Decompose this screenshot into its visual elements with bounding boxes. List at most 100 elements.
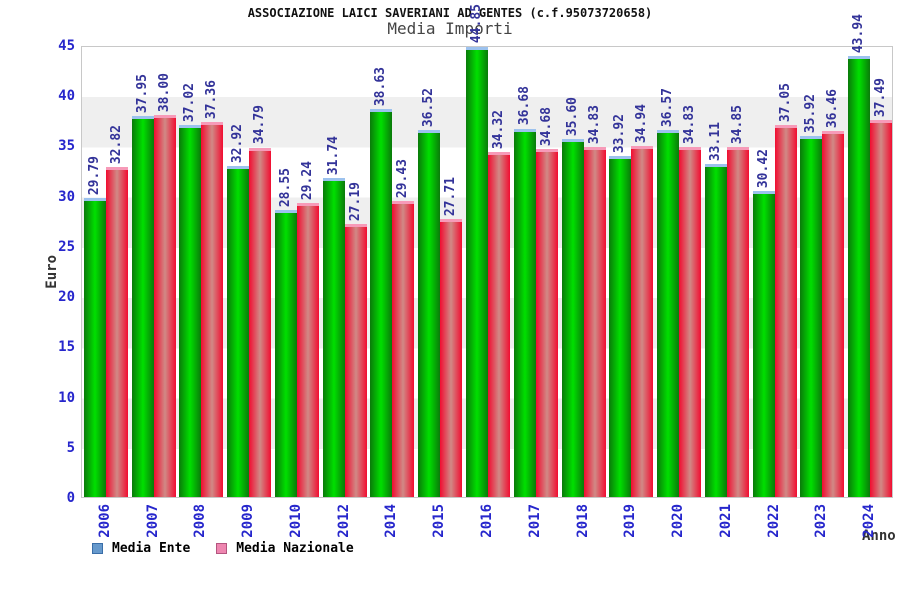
x-tick-label-2024: 2024 bbox=[861, 504, 878, 538]
bar-value-label: 27.19 bbox=[347, 181, 363, 221]
x-tick-label-2023: 2023 bbox=[813, 504, 830, 538]
bar-media-nazionale-2022 bbox=[774, 124, 797, 497]
bar-media-ente-2015 bbox=[418, 130, 441, 497]
bar-media-ente-2012 bbox=[322, 178, 345, 497]
x-tick-label-2006: 2006 bbox=[96, 504, 113, 538]
y-tick-label: 15 bbox=[58, 339, 75, 356]
bar-media-ente-2008 bbox=[179, 125, 202, 497]
x-tick-label-2009: 2009 bbox=[240, 504, 257, 538]
legend-label-media-ente: Media Ente bbox=[112, 541, 191, 556]
bar-media-nazionale-2017 bbox=[535, 148, 558, 497]
bar-media-nazionale-2016 bbox=[488, 152, 510, 497]
bar-value-label: 35.92 bbox=[803, 94, 819, 134]
bar-media-nazionale-2024 bbox=[870, 120, 893, 497]
chart-title: ASSOCIAZIONE LAICI SAVERIANI AD GENTES (… bbox=[247, 6, 653, 20]
legend: Media Ente Media Nazionale bbox=[92, 541, 372, 556]
bar-value-label: 32.92 bbox=[230, 124, 246, 164]
media-nazionale-swatch-icon bbox=[216, 543, 228, 554]
x-tick-label-2021: 2021 bbox=[717, 504, 734, 538]
bar-value-label: 32.82 bbox=[108, 125, 124, 165]
bar-media-ente-2006 bbox=[83, 197, 106, 497]
bar-value-label: 38.63 bbox=[373, 66, 389, 106]
x-tick-label-2020: 2020 bbox=[670, 504, 687, 538]
x-axis-title: Anno bbox=[862, 528, 896, 544]
bar-value-label: 34.83 bbox=[682, 105, 698, 145]
y-tick-label: 0 bbox=[66, 490, 75, 506]
bar-value-label: 44.85 bbox=[469, 4, 484, 44]
bar-value-label: 37.49 bbox=[873, 78, 889, 118]
x-tick-label-2008: 2008 bbox=[192, 504, 209, 538]
bar-value-label: 36.46 bbox=[825, 88, 841, 128]
bar-media-nazionale-2020 bbox=[679, 147, 702, 497]
bar-media-ente-2017 bbox=[513, 128, 536, 497]
bar-media-nazionale-2012 bbox=[344, 223, 367, 497]
x-tick-label-2015: 2015 bbox=[431, 504, 448, 538]
bar-media-ente-2021 bbox=[704, 164, 727, 497]
bar-value-label: 36.57 bbox=[660, 87, 676, 127]
bar-value-label: 35.60 bbox=[564, 97, 580, 137]
bar-media-ente-2019 bbox=[609, 156, 632, 497]
x-tick-label-2014: 2014 bbox=[383, 504, 400, 538]
bar-media-ente-2009 bbox=[227, 166, 250, 497]
bar-media-nazionale-2023 bbox=[822, 130, 845, 497]
bar-value-label: 30.42 bbox=[755, 149, 771, 189]
bar-value-label: 37.36 bbox=[204, 79, 220, 119]
bar-value-label: 38.00 bbox=[156, 73, 172, 113]
bar-value-label: 31.74 bbox=[325, 136, 341, 176]
chart-subtitle: Media Importi bbox=[387, 19, 513, 38]
bar-media-ente-2020 bbox=[657, 129, 680, 497]
bar-value-label: 34.79 bbox=[252, 105, 268, 145]
bar-value-label: 37.02 bbox=[182, 83, 198, 123]
bar-media-nazionale-2014 bbox=[392, 201, 415, 497]
bar-media-nazionale-2006 bbox=[105, 167, 128, 497]
bar-value-label: 27.71 bbox=[443, 176, 459, 216]
legend-item-media-nazionale: Media Nazionale bbox=[216, 541, 354, 556]
bar-value-label: 29.79 bbox=[86, 155, 102, 195]
y-tick-label: 5 bbox=[66, 439, 75, 456]
y-tick-label: 45 bbox=[58, 38, 75, 54]
x-tick-label-2010: 2010 bbox=[287, 504, 304, 538]
y-tick-label: 30 bbox=[58, 188, 75, 205]
y-tick-label: 40 bbox=[58, 88, 75, 105]
bar-media-ente-2024 bbox=[848, 55, 871, 497]
bar-media-ente-2014 bbox=[370, 108, 393, 497]
y-axis-title: Euro bbox=[44, 255, 60, 289]
x-tick-label-2007: 2007 bbox=[144, 504, 161, 538]
bar-media-ente-2007 bbox=[131, 115, 154, 497]
y-tick-label: 20 bbox=[58, 289, 75, 306]
bar-value-label: 34.32 bbox=[491, 110, 506, 150]
bar-value-label: 34.94 bbox=[634, 103, 650, 144]
bar-media-nazionale-2018 bbox=[583, 147, 606, 497]
bar-value-label: 36.52 bbox=[421, 88, 437, 128]
bar-media-nazionale-2008 bbox=[201, 121, 224, 497]
y-tick-label: 25 bbox=[58, 238, 75, 255]
plot-area: 29.79 32.82 37.95 38.00 37.02 37.36 32.92 34.79… bbox=[81, 4, 893, 498]
x-tick-label-2022: 2022 bbox=[765, 504, 782, 538]
bar-media-ente-2010 bbox=[274, 210, 297, 497]
bar-media-nazionale-2019 bbox=[631, 146, 654, 497]
x-tick-label-2017: 2017 bbox=[526, 504, 543, 538]
x-tick-label-2016: 2016 bbox=[479, 504, 495, 538]
bar-value-label: 36.68 bbox=[516, 86, 532, 126]
bar-value-label: 34.85 bbox=[729, 104, 745, 144]
bar-value-label: 34.68 bbox=[538, 106, 554, 146]
bar-value-label: 28.55 bbox=[277, 168, 293, 208]
y-tick-label: 35 bbox=[58, 138, 75, 155]
media-ente-swatch-icon bbox=[92, 543, 103, 554]
bar-media-nazionale-2007 bbox=[153, 115, 176, 497]
bar-media-ente-2016 bbox=[466, 46, 488, 497]
bar-value-label: 29.24 bbox=[299, 161, 315, 201]
bar-value-label: 33.92 bbox=[612, 114, 628, 154]
bar-value-label: 33.11 bbox=[707, 122, 723, 162]
y-tick-label: 10 bbox=[58, 389, 75, 406]
bar-media-nazionale-2009 bbox=[249, 147, 272, 497]
bar-value-label: 43.94 bbox=[851, 13, 867, 53]
bar-media-nazionale-2021 bbox=[726, 146, 749, 497]
bar-media-nazionale-2010 bbox=[296, 203, 319, 497]
bar-media-ente-2018 bbox=[561, 139, 584, 497]
x-tick-label-2012: 2012 bbox=[335, 504, 352, 538]
bar-media-ente-2022 bbox=[752, 191, 775, 497]
legend-item-media-ente: Media Ente bbox=[92, 541, 190, 556]
x-tick-label-2019: 2019 bbox=[622, 504, 639, 538]
